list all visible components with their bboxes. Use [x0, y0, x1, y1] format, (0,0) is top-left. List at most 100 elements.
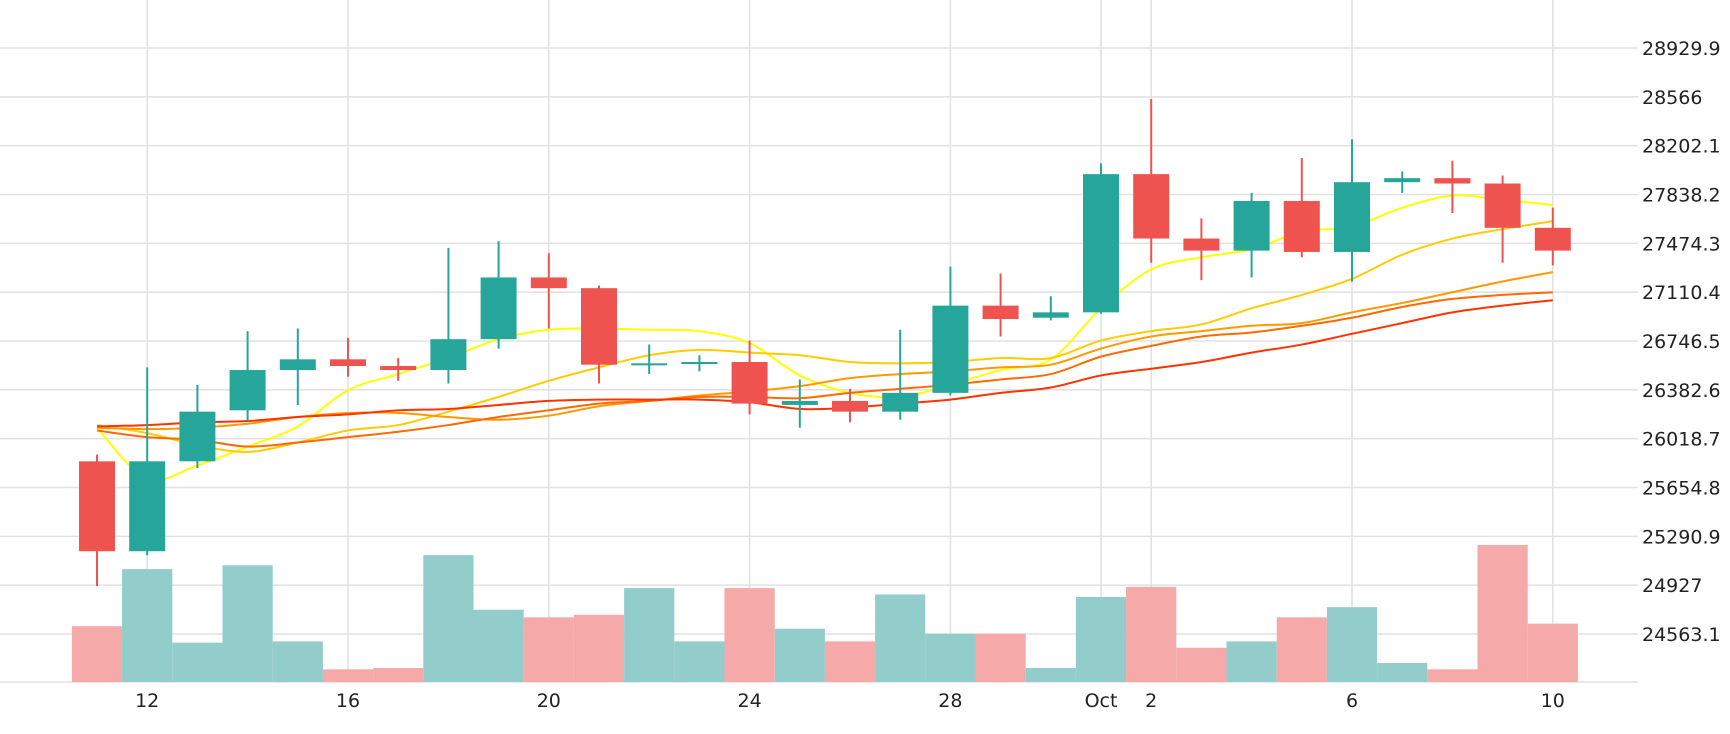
volume-bar: [1126, 586, 1177, 682]
volume-bar: [875, 594, 926, 682]
candle-body: [1183, 238, 1220, 251]
candle: [1484, 175, 1521, 263]
candle: [1334, 139, 1370, 282]
candle-body: [1283, 200, 1320, 252]
volume-bar: [122, 569, 173, 682]
volume-bar: [1377, 662, 1428, 682]
candle: [1233, 192, 1270, 278]
candle-body: [229, 370, 266, 411]
y-tick-label: 26018.7: [1642, 429, 1721, 451]
x-axis: 12 16 20 24 28 Oct 2 6 10: [135, 690, 1565, 712]
candles: [79, 98, 1571, 587]
volume-bar: [824, 641, 876, 682]
volume-bar: [573, 614, 625, 682]
volume-bar: [1326, 607, 1378, 682]
candle: [1032, 296, 1069, 321]
volume-bar: [1176, 647, 1227, 682]
volume-bar: [975, 633, 1026, 682]
candle-body: [1233, 200, 1270, 251]
candle: [330, 337, 366, 377]
volume-bars: [71, 545, 1578, 682]
candle: [1384, 171, 1421, 193]
volume-bar: [774, 628, 825, 682]
candle: [731, 340, 768, 415]
y-tick-label: 27110.4: [1642, 282, 1721, 304]
volume-bar: [322, 669, 374, 682]
y-tick-label: 27474.3: [1642, 233, 1721, 255]
candle: [179, 384, 216, 469]
candle: [1133, 98, 1170, 263]
volume-bar: [724, 588, 775, 682]
candle-body: [781, 400, 818, 405]
volume-bar: [1276, 617, 1327, 682]
candle-body: [1083, 174, 1119, 313]
volume-bar: [71, 626, 123, 682]
candle: [781, 379, 818, 428]
candle: [882, 329, 919, 420]
candle-body: [882, 392, 919, 412]
volume-bar: [624, 588, 675, 682]
candle-body: [731, 362, 768, 404]
candle: [430, 247, 467, 384]
candle-body: [1133, 174, 1170, 239]
x-tick-label: 12: [135, 690, 159, 712]
candle: [932, 266, 969, 396]
x-tick-label: Oct: [1085, 690, 1118, 712]
candle: [380, 357, 417, 381]
candle-body: [581, 288, 617, 365]
x-tick-label: 28: [938, 690, 962, 712]
y-tick-label: 28202.1: [1642, 136, 1721, 158]
volume-bar: [222, 565, 273, 682]
x-tick-label: 24: [738, 690, 762, 712]
volume-bar: [373, 668, 424, 682]
volume-bar: [925, 633, 976, 682]
candle: [480, 241, 517, 349]
candle-body: [1032, 312, 1069, 318]
candle: [982, 273, 1019, 337]
volume-bar: [1025, 668, 1076, 682]
candle: [1534, 207, 1571, 266]
candle: [1083, 163, 1119, 314]
volume-bar: [272, 641, 323, 682]
y-tick-label: 25290.9: [1642, 526, 1721, 548]
x-tick-label: 2: [1145, 690, 1157, 712]
moving-average-line: [96, 271, 1553, 431]
y-axis: 24563.1 24927 25290.9 25654.8 26018.7 26382.6…: [1642, 38, 1721, 646]
volume-bar: [1527, 623, 1578, 682]
candle-body: [1384, 178, 1421, 183]
candle: [279, 328, 316, 405]
candle-body: [279, 359, 316, 371]
x-tick-label: 20: [537, 690, 561, 712]
y-tick-label: 26382.6: [1642, 380, 1721, 402]
candle: [631, 344, 668, 375]
x-tick-label: 10: [1541, 690, 1565, 712]
candle-body: [430, 339, 467, 371]
y-tick-label: 28929.9: [1642, 38, 1721, 60]
candle-body: [530, 277, 567, 289]
volume-bar: [423, 555, 474, 682]
candle-body: [129, 461, 166, 552]
volume-bar: [674, 641, 725, 682]
candle-body: [79, 461, 115, 552]
candle: [1283, 158, 1320, 258]
candle-body: [380, 366, 417, 371]
volume-bar: [473, 609, 524, 682]
candle: [581, 285, 617, 384]
moving-average-line: [96, 291, 1553, 448]
candle-body: [1484, 183, 1521, 228]
candle: [1434, 160, 1471, 214]
candle: [832, 388, 868, 423]
volume-bar: [1427, 669, 1478, 682]
candle: [129, 367, 166, 556]
x-tick-label: 16: [336, 690, 360, 712]
candle: [530, 253, 567, 329]
candle: [681, 355, 718, 372]
volume-bar: [1226, 641, 1277, 682]
candle-body: [179, 411, 216, 462]
y-tick-label: 26746.5: [1642, 331, 1721, 353]
candle-body: [1334, 182, 1370, 252]
y-tick-label: 25654.8: [1642, 478, 1721, 500]
y-tick-label: 24927: [1642, 575, 1702, 597]
candle-body: [480, 277, 517, 340]
